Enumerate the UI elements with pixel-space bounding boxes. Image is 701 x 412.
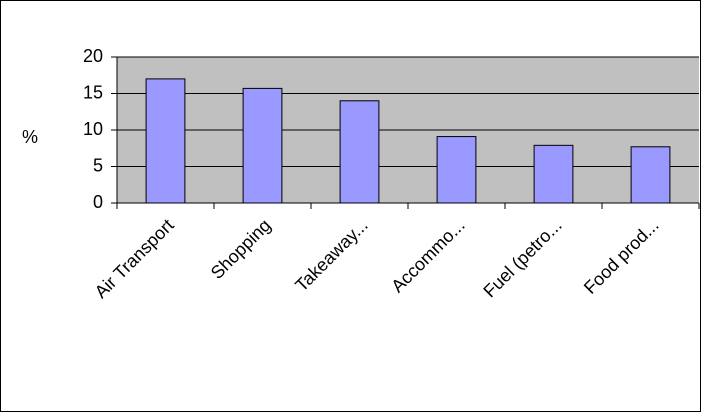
- bar: [145, 78, 186, 204]
- bar: [436, 136, 477, 204]
- bar: [630, 146, 671, 204]
- y-tick-label: 15: [83, 82, 103, 102]
- y-tick-label: 0: [93, 192, 103, 212]
- y-axis-label: %: [22, 127, 38, 147]
- y-tick-label: 10: [83, 119, 103, 139]
- y-tick-label: 20: [83, 46, 103, 66]
- bar: [242, 87, 283, 204]
- bar: [533, 144, 574, 204]
- y-tick-label: 5: [93, 155, 103, 175]
- bar: [339, 100, 380, 204]
